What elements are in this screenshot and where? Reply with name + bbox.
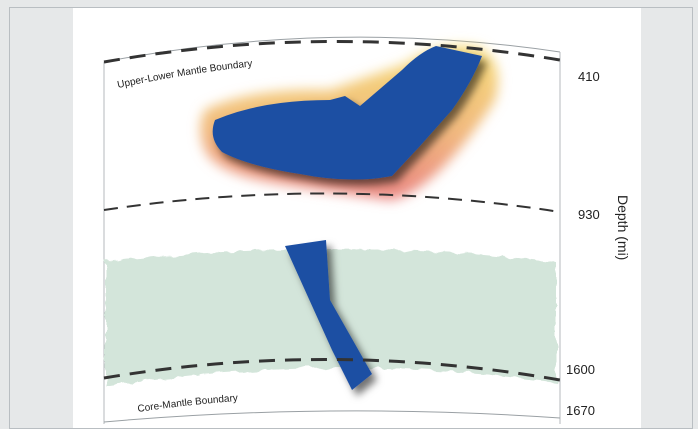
upper-lower-boundary-line bbox=[103, 40, 561, 64]
upper-lower-boundary-label: Upper-Lower Mantle Boundary bbox=[116, 58, 253, 91]
depth-tick-930: 930 bbox=[578, 207, 600, 222]
lower-slab bbox=[285, 240, 372, 390]
930-line bbox=[103, 192, 561, 213]
depth-axis-title: Depth (mi) bbox=[615, 195, 631, 260]
core-mantle-boundary-label: Core-Mantle Boundary bbox=[137, 393, 238, 415]
core-mantle-boundary-line bbox=[103, 358, 561, 382]
depth-tick-1670: 1670 bbox=[566, 403, 595, 418]
depth-tick-410: 410 bbox=[578, 69, 600, 84]
bottom-outline bbox=[103, 410, 561, 423]
depth-tick-1600: 1600 bbox=[566, 362, 595, 377]
upper-slab bbox=[212, 46, 482, 180]
